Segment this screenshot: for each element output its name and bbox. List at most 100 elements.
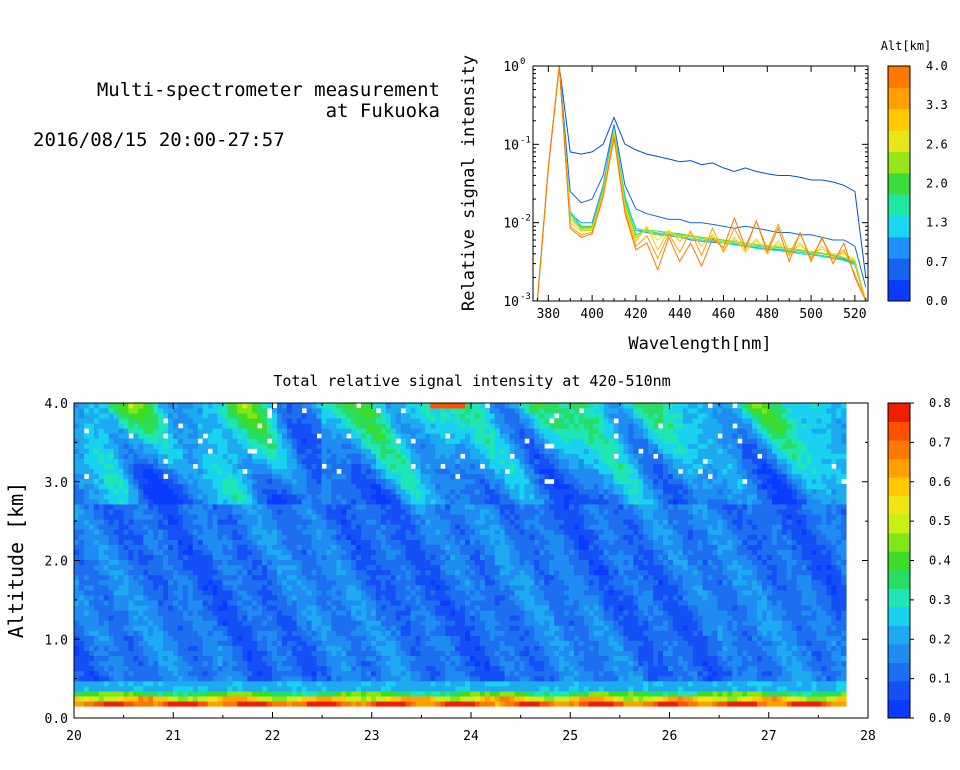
- heatmap-cell: [207, 696, 213, 702]
- heatmap-cell: [286, 559, 293, 566]
- heatmap-cell: [385, 534, 392, 540]
- heatmap-cell: [128, 544, 134, 550]
- heatmap-cell: [321, 685, 327, 692]
- heatmap-cell: [296, 600, 303, 606]
- heatmap-cell: [78, 584, 85, 591]
- heatmap-cell: [227, 610, 233, 616]
- heatmap-cell: [465, 701, 471, 707]
- heatmap-cell: [351, 584, 357, 591]
- heatmap-cell: [361, 534, 367, 540]
- heatmap-cell: [395, 448, 402, 454]
- heatmap-cell: [440, 665, 446, 672]
- heatmap-cell: [469, 685, 476, 692]
- heatmap-cell: [465, 554, 471, 561]
- heatmap-cell: [341, 478, 347, 485]
- heatmap-cell: [296, 488, 303, 495]
- heatmap-cell: [440, 408, 446, 414]
- heatmap-cell: [385, 650, 392, 657]
- heatmap-cell: [440, 468, 446, 475]
- heatmap-cell: [286, 418, 293, 424]
- heatmap-cell: [375, 579, 382, 586]
- heatmap-cell: [168, 529, 174, 535]
- heatmap-cell: [351, 408, 357, 414]
- heatmap-cell: [182, 468, 189, 475]
- heatmap-cell: [158, 403, 164, 409]
- heatmap-cell: [257, 574, 263, 581]
- heatmap-cell: [326, 620, 332, 626]
- heatmap-cell: [331, 529, 337, 535]
- heatmap-cell: [291, 539, 298, 545]
- heatmap-cell: [93, 559, 100, 566]
- heatmap-cell: [212, 413, 218, 419]
- heatmap-cell: [252, 630, 258, 636]
- heatmap-cell: [276, 680, 283, 687]
- heatmap-cell: [276, 529, 283, 535]
- heatmap-cell: [336, 685, 342, 692]
- heatmap-cell: [182, 630, 189, 636]
- heatmap-cell: [202, 529, 209, 535]
- heatmap-cell: [296, 524, 303, 530]
- heatmap-cell: [88, 549, 95, 555]
- heatmap-cell: [93, 675, 100, 682]
- heatmap-cell: [78, 559, 85, 566]
- heatmap-cell: [346, 600, 352, 606]
- heatmap-cell: [168, 579, 174, 586]
- heatmap-cell: [212, 463, 218, 470]
- heatmap-cell: [390, 696, 397, 702]
- heatmap-cell: [450, 544, 456, 550]
- heatmap-cell: [222, 408, 228, 414]
- heatmap-cell: [311, 701, 317, 707]
- heatmap-cell: [257, 418, 263, 424]
- heatmap-cell: [74, 549, 80, 555]
- heatmap-cell: [247, 529, 253, 535]
- heatmap-cell: [83, 655, 90, 662]
- heatmap-cell: [123, 408, 129, 414]
- heatmap-cell: [143, 630, 149, 636]
- heatmap-cell: [366, 655, 372, 662]
- heatmap-cell: [202, 408, 209, 414]
- heatmap-cell: [177, 483, 184, 490]
- heatmap-cell: [420, 488, 426, 495]
- heatmap-cell: [395, 696, 402, 702]
- heatmap-cell: [296, 539, 303, 545]
- spectrum-x-tick-label: 380: [537, 307, 560, 322]
- heatmap-cell: [445, 428, 451, 434]
- heatmap-cell: [400, 680, 407, 687]
- heatmap-cell: [291, 443, 298, 449]
- heatmap-cell: [267, 660, 273, 667]
- heatmap-cell: [356, 514, 362, 520]
- heatmap-cell: [286, 625, 293, 631]
- heatmap-cell: [232, 665, 238, 672]
- spectrum-colorbar-swatch: [888, 258, 910, 281]
- heatmap-cell: [450, 493, 456, 500]
- heatmap-cell: [237, 493, 243, 500]
- heatmap-cell: [192, 473, 199, 480]
- heatmap-cell: [237, 483, 243, 490]
- heatmap-cell: [93, 534, 100, 540]
- heatmap-cell: [281, 655, 288, 662]
- heatmap-cell: [227, 675, 233, 682]
- heatmap-cell: [286, 584, 293, 591]
- heatmap-cell: [93, 645, 100, 651]
- heatmap-cell: [450, 514, 456, 520]
- heatmap-cell: [425, 468, 431, 475]
- heatmap-cell: [420, 499, 426, 505]
- heatmap-cell: [286, 519, 293, 525]
- heatmap-cell: [237, 670, 243, 677]
- heatmap-cell: [202, 504, 209, 510]
- heatmap-cell: [435, 640, 441, 646]
- heatmap-cell: [98, 685, 105, 692]
- heatmap-cell: [247, 696, 253, 702]
- heatmap-cell: [286, 524, 293, 530]
- heatmap-cell: [306, 478, 312, 485]
- heatmap-cell: [311, 691, 317, 697]
- heatmap-cell: [123, 701, 129, 707]
- heatmap-cell: [430, 509, 436, 515]
- heatmap-cell: [242, 509, 248, 515]
- heatmap-cell: [385, 574, 392, 581]
- heatmap-cell: [366, 549, 372, 555]
- heatmap-cell: [187, 620, 194, 626]
- heatmap-cell: [232, 473, 238, 480]
- heatmap-cell: [138, 554, 144, 561]
